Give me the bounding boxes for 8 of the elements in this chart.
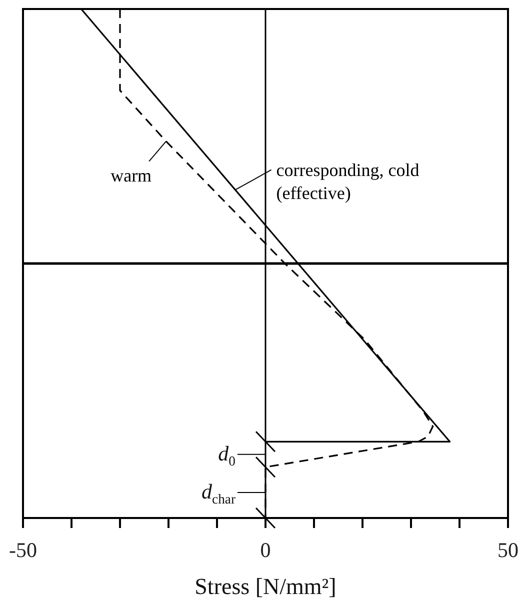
x-tick-label: -50	[9, 538, 37, 562]
annotation: d$_{char}$	[202, 480, 236, 506]
x-axis-title: Stress [N/mm²]	[194, 574, 336, 599]
x-tick-label: 0	[260, 538, 271, 562]
series-label: warm	[110, 165, 152, 186]
annotation: d$_{0}$	[218, 441, 236, 468]
x-tick-label: 50	[498, 538, 518, 562]
legend-label: corresponding, cold (effective)	[276, 160, 420, 203]
